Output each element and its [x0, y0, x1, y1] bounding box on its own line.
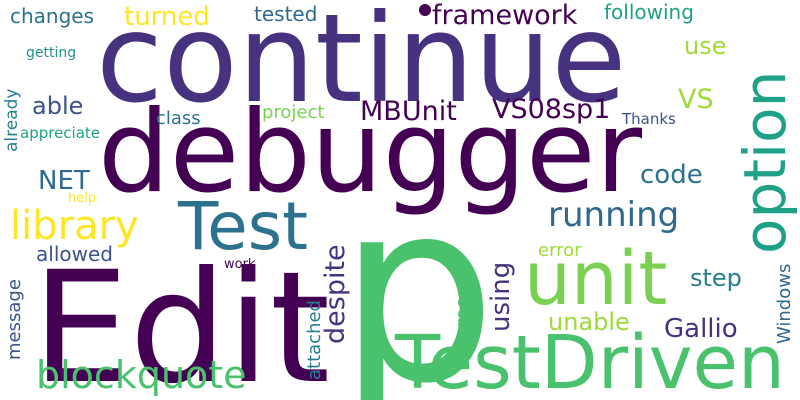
word-continue: continue — [96, 0, 627, 130]
word-unable: unable — [548, 308, 630, 336]
word-code: code — [640, 160, 703, 190]
word-class: class — [156, 108, 201, 129]
word-able: able — [32, 92, 84, 120]
word-library: library — [10, 203, 139, 249]
word-p: p — [338, 147, 497, 400]
word-message: message — [4, 279, 25, 360]
word-following: following — [604, 0, 694, 24]
word-use: use — [684, 32, 727, 60]
word-allowed: allowed — [36, 242, 113, 266]
word-blockquote: blockquote — [36, 353, 247, 397]
word-net: NET — [38, 166, 90, 196]
word-gallio: Gallio — [664, 314, 738, 344]
word-option: option — [731, 70, 799, 254]
word-attached: attached — [304, 300, 325, 380]
word-test: Test — [178, 188, 308, 265]
word-vs08sp1: VS08sp1 — [492, 94, 611, 125]
word-process: process — [452, 268, 473, 338]
word-vs: VS — [678, 84, 714, 115]
word-thanks: help — [68, 191, 97, 206]
word-turned: turned — [124, 2, 210, 32]
word-using: using — [486, 261, 516, 332]
word-unit: unit — [524, 236, 668, 322]
word-framework: framework — [432, 0, 578, 31]
word-already: already — [2, 88, 22, 152]
word-testdriven: TestDriven — [395, 320, 785, 400]
word-step: step — [690, 264, 742, 292]
word-debugger: debugger — [98, 86, 643, 218]
word-error: error — [538, 240, 582, 261]
word-windows: Windows — [774, 263, 795, 344]
word-appreciate: Thanks — [622, 110, 676, 128]
dot-mark — [419, 4, 431, 16]
word-getting: getting — [26, 45, 77, 61]
word-changes: changes — [10, 4, 95, 28]
word-mbunit: MBUnit — [360, 96, 457, 127]
word-despite: despite — [320, 244, 351, 344]
word-running: running — [548, 195, 680, 235]
word-project: project — [262, 102, 325, 123]
word-edit: Edit — [32, 239, 331, 400]
word-regular: appreciate — [20, 124, 101, 142]
word-help: work — [224, 257, 256, 272]
word-tested: tested — [254, 2, 318, 26]
